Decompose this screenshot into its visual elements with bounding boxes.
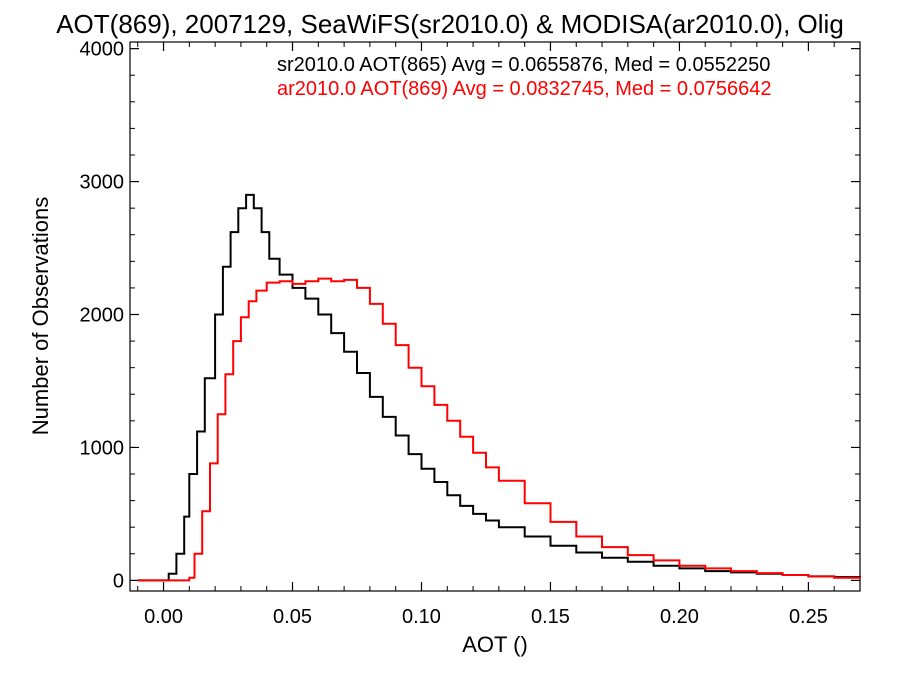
legend-entry-sr2010: sr2010.0 AOT(865) Avg = 0.0655876, Med =…	[277, 54, 770, 76]
y-axis-label: Number of Observations	[28, 197, 53, 435]
x-tick-label: 0.05	[273, 606, 312, 628]
y-axis-ticks: 0 1000 2000 3000 4000	[80, 39, 860, 592]
x-tick-label: 0.15	[531, 606, 570, 628]
x-tick-label: 0.25	[789, 606, 828, 628]
x-axis-label: AOT ()	[462, 632, 528, 657]
x-tick-label: 0.00	[144, 606, 183, 628]
y-tick-label: 4000	[80, 39, 125, 61]
legend: sr2010.0 AOT(865) Avg = 0.0655876, Med =…	[277, 54, 771, 100]
legend-entry-ar2010: ar2010.0 AOT(869) Avg = 0.0832745, Med =…	[277, 78, 771, 100]
y-tick-label: 1000	[80, 437, 125, 459]
y-tick-label: 3000	[80, 172, 125, 194]
series-line-sr2010	[137, 193, 861, 582]
series-line-ar2010	[137, 277, 861, 582]
chart-title: AOT(869), 2007129, SeaWiFS(sr2010.0) & M…	[56, 9, 844, 39]
plot-frame	[129, 41, 861, 592]
plot-area: 0.00 0.05 0.10 0.15 0.20 0.25 0 1000 2000 3000 40…	[80, 39, 861, 628]
x-tick-label: 0.20	[660, 606, 699, 628]
x-tick-label: 0.10	[402, 606, 441, 628]
y-tick-label: 2000	[80, 305, 125, 327]
series-layer	[137, 193, 861, 582]
x-axis-ticks: 0.00 0.05 0.10 0.15 0.20 0.25	[137, 42, 861, 628]
y-tick-label: 0	[113, 570, 124, 592]
